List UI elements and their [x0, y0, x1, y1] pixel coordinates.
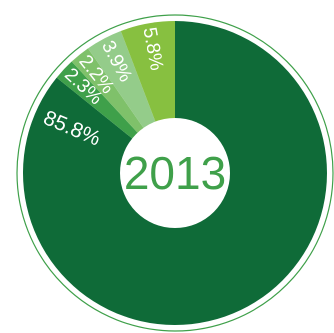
- outer-ring: [16, 14, 334, 332]
- center-hole: [120, 118, 230, 228]
- center-label: 2013: [124, 147, 226, 199]
